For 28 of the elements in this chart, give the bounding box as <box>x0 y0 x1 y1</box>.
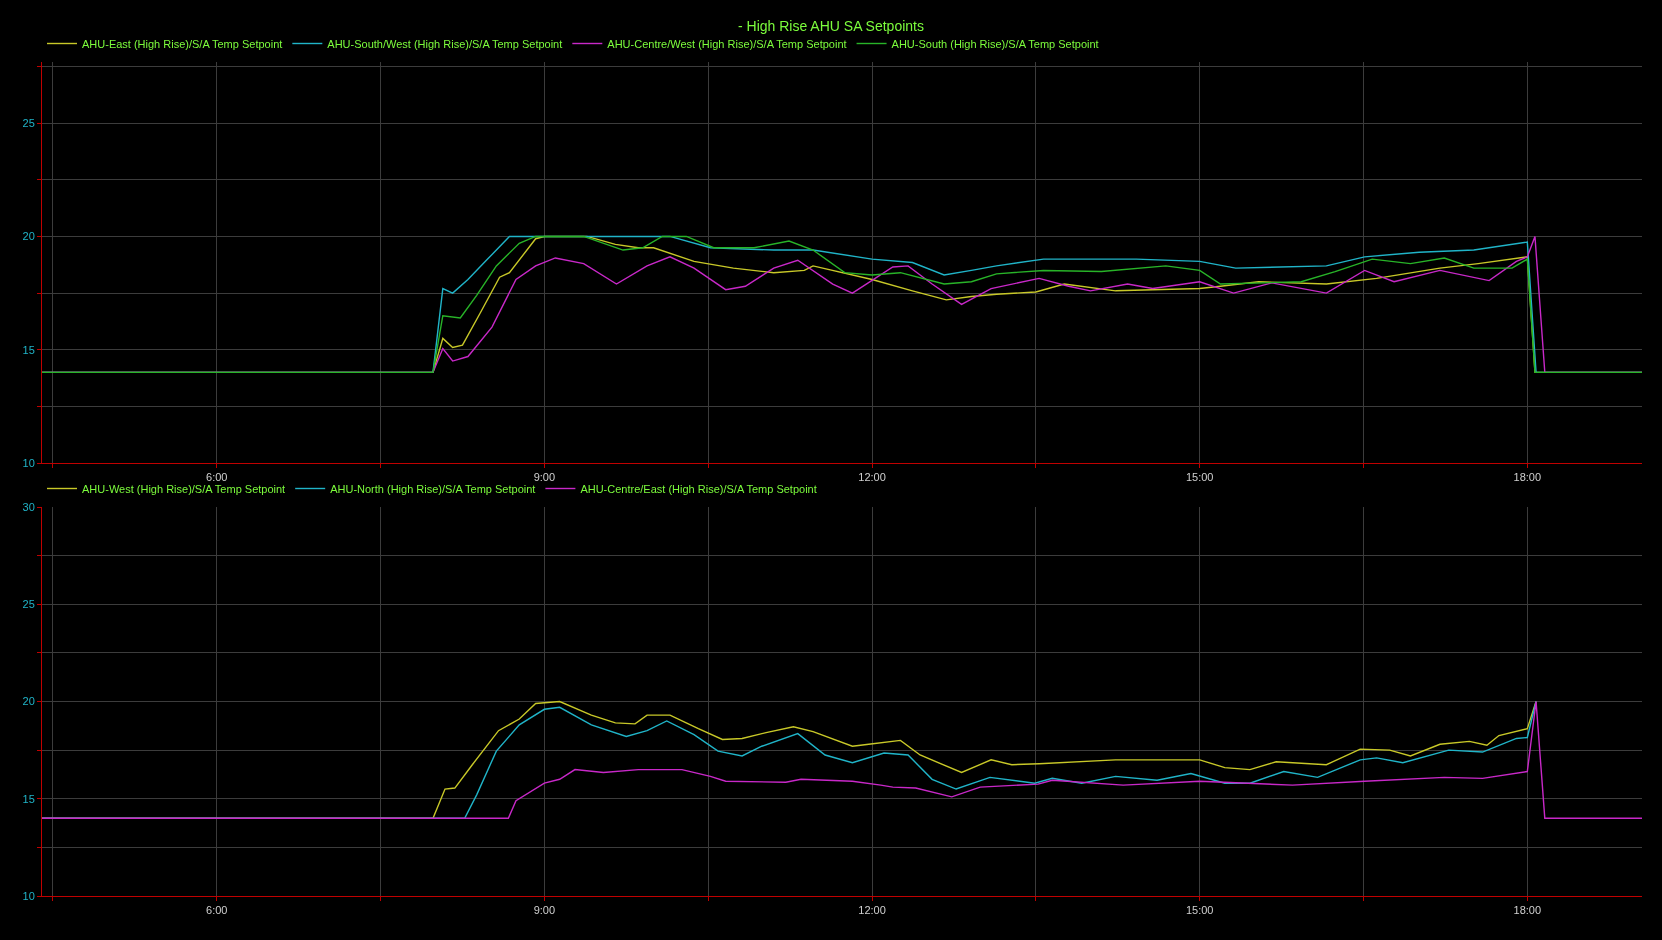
chart-title: - High Rise AHU SA Setpoints <box>738 17 924 34</box>
x-tick-label: 12:00 <box>858 471 886 484</box>
legend-label: AHU-South/West (High Rise)/S/A Temp Setpoint <box>327 37 563 50</box>
legend-label: AHU-East (High Rise)/S/A Temp Setpoint <box>82 37 283 50</box>
y-tick-label: 15 <box>22 792 35 805</box>
y-tick-label: 10 <box>22 889 35 902</box>
x-tick-label: 9:00 <box>533 904 556 917</box>
x-tick-label: 15:00 <box>1185 904 1214 917</box>
y-tick-label: 25 <box>22 598 35 611</box>
y-tick-label: 20 <box>22 695 35 708</box>
x-tick-label: 15:00 <box>1185 471 1214 484</box>
legend-label: AHU-West (High Rise)/S/A Temp Setpoint <box>82 482 286 495</box>
legend-label: AHU-Centre/West (High Rise)/S/A Temp Setpoint <box>607 37 847 50</box>
y-tick-label: 10 <box>22 456 35 469</box>
x-tick-label: 9:00 <box>533 471 556 484</box>
legend-label: AHU-Centre/East (High Rise)/S/A Temp Setpoint <box>580 482 817 495</box>
y-tick-label: 15 <box>22 343 35 356</box>
y-tick-label: 20 <box>22 230 35 243</box>
x-tick-label: 6:00 <box>206 904 228 917</box>
legend-label: AHU-North (High Rise)/S/A Temp Setpoint <box>330 482 536 495</box>
line-series <box>42 235 1642 374</box>
x-tick-label: 12:00 <box>858 904 886 917</box>
legend-label: AHU-South (High Rise)/S/A Temp Setpoint <box>891 37 1099 50</box>
x-tick-label: 6:00 <box>206 471 228 484</box>
y-tick-label: 25 <box>22 117 35 130</box>
x-tick-label: 18:00 <box>1513 471 1542 484</box>
y-tick-label: 30 <box>22 500 35 513</box>
x-tick-label: 18:00 <box>1513 904 1542 917</box>
